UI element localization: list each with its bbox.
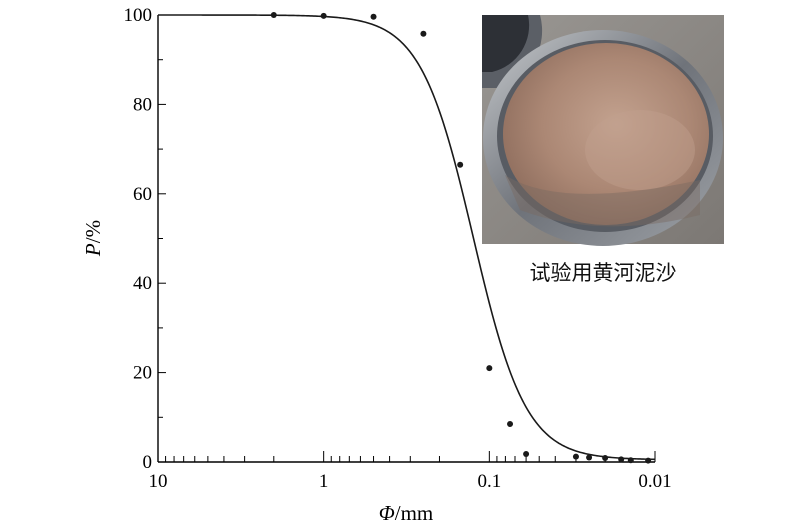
x-axis-title: Φ/mm: [379, 501, 434, 525]
y-axis-title: P/%: [81, 220, 105, 257]
y-axis-unit: /%: [81, 220, 105, 243]
tick-labels: 10 1 0.1 0.01 0 20 40 60 80 100: [124, 5, 672, 492]
data-point: [420, 30, 427, 37]
data-points: [270, 12, 652, 464]
data-point: [572, 453, 579, 460]
data-point: [320, 12, 327, 19]
x-axis-symbol: Φ: [379, 501, 395, 525]
y-tick-label: 100: [124, 5, 153, 26]
x-tick-label: 1: [319, 471, 329, 492]
data-point: [602, 454, 609, 461]
data-point: [486, 365, 493, 372]
data-point: [645, 457, 652, 464]
data-point: [370, 13, 377, 20]
data-point: [586, 454, 593, 461]
y-tick-label: 80: [133, 94, 152, 115]
fit-curve: [158, 14, 656, 461]
data-point: [270, 12, 277, 18]
data-point: [507, 421, 514, 428]
data-point: [523, 450, 530, 457]
data-point: [618, 456, 625, 463]
data-point: [627, 457, 634, 464]
x-tick-label: 0.1: [477, 471, 501, 492]
data-point: [457, 161, 464, 168]
sand-sample-photo: [482, 15, 724, 246]
y-tick-label: 40: [133, 273, 152, 294]
axis-ticks: [157, 14, 656, 463]
y-tick-label: 0: [143, 452, 153, 473]
x-axis-unit: /mm: [395, 501, 434, 525]
x-tick-label: 10: [149, 471, 168, 492]
photo-caption: 试验用黄河泥沙: [529, 261, 677, 285]
y-tick-label: 60: [133, 184, 152, 205]
x-tick-label: 0.01: [638, 471, 671, 492]
y-tick-label: 20: [133, 363, 152, 384]
y-axis-symbol: P: [81, 243, 105, 257]
